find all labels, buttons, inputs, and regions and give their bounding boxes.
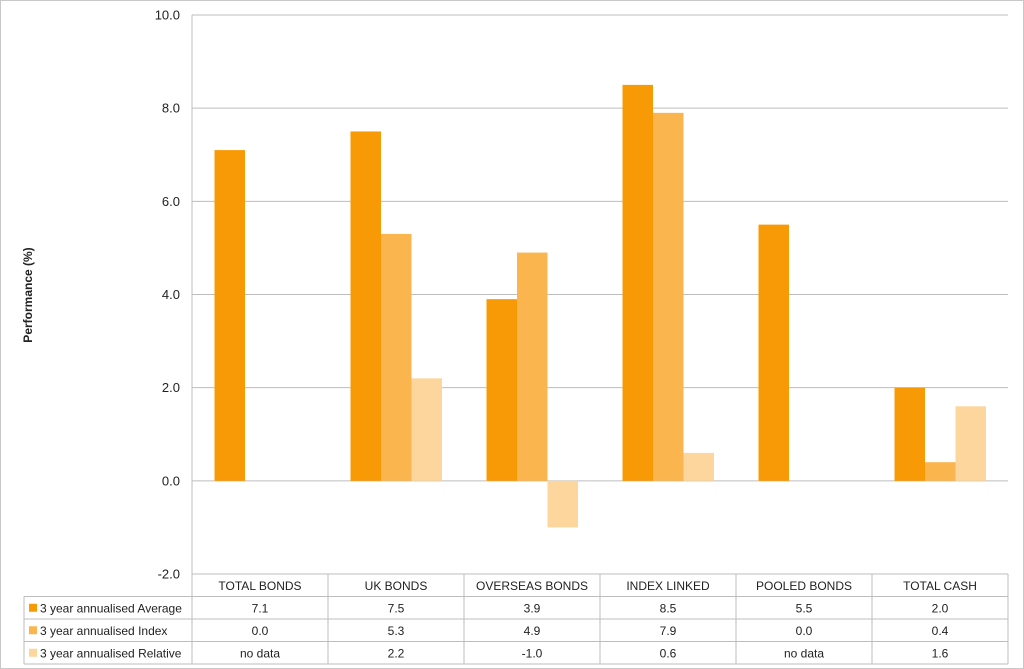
data-cell: -1.0 xyxy=(522,646,543,660)
bar-1-3 xyxy=(653,112,684,481)
data-cell: 8.5 xyxy=(660,601,677,615)
legend-key-0 xyxy=(29,603,37,612)
bar-1-1 xyxy=(381,233,412,481)
bar-0-1 xyxy=(350,131,381,481)
legend-label: 3 year annualised Average xyxy=(40,601,182,615)
data-cell: 1.6 xyxy=(932,646,949,660)
legend-key-2 xyxy=(29,648,37,657)
data-cell: 0.0 xyxy=(796,624,813,638)
bar-1-5 xyxy=(925,462,956,481)
data-cell: 0.6 xyxy=(660,646,677,660)
y-tick-label: 2.0 xyxy=(162,380,180,395)
bar-2-5 xyxy=(955,406,986,481)
bar-0-4 xyxy=(758,224,789,481)
legend-key-1 xyxy=(29,626,37,635)
data-cell: 7.5 xyxy=(388,601,405,615)
data-cell: 7.9 xyxy=(660,624,677,638)
y-tick-label: 6.0 xyxy=(162,194,180,209)
category-label: OVERSEAS BONDS xyxy=(476,579,588,593)
category-label: TOTAL BONDS xyxy=(218,579,301,593)
legend-label: 3 year annualised Index xyxy=(40,624,167,638)
data-cell: no data xyxy=(240,646,280,660)
data-cell: 0.0 xyxy=(252,624,269,638)
y-tick-label: 4.0 xyxy=(162,287,180,302)
data-cell: 0.4 xyxy=(932,624,949,638)
y-axis-title: Performance (%) xyxy=(21,247,35,342)
data-cell: 2.0 xyxy=(932,601,949,615)
category-label: UK BONDS xyxy=(365,579,428,593)
data-cell: 2.2 xyxy=(388,646,405,660)
bar-2-3 xyxy=(683,452,714,481)
bar-2-2 xyxy=(547,480,578,528)
y-tick-label: 8.0 xyxy=(162,101,180,116)
data-cell: 5.5 xyxy=(796,601,813,615)
data-cell: 3.9 xyxy=(524,601,541,615)
y-tick-label: 10.0 xyxy=(155,8,180,23)
y-tick-label: -2.0 xyxy=(158,567,180,582)
category-label: INDEX LINKED xyxy=(626,579,710,593)
bar-0-3 xyxy=(622,84,653,481)
bar-2-1 xyxy=(411,378,442,481)
data-cell: no data xyxy=(784,646,824,660)
bar-1-2 xyxy=(517,252,548,481)
category-label: POOLED BONDS xyxy=(756,579,852,593)
data-cell: 5.3 xyxy=(388,624,405,638)
category-label: TOTAL CASH xyxy=(903,579,977,593)
data-cell: 7.1 xyxy=(252,601,269,615)
data-cell: 4.9 xyxy=(524,624,541,638)
bar-0-2 xyxy=(486,299,517,481)
bar-0-5 xyxy=(894,387,925,481)
y-tick-label: 0.0 xyxy=(162,473,180,488)
bar-0-0 xyxy=(214,150,245,481)
legend-label: 3 year annualised Relative xyxy=(40,646,182,660)
